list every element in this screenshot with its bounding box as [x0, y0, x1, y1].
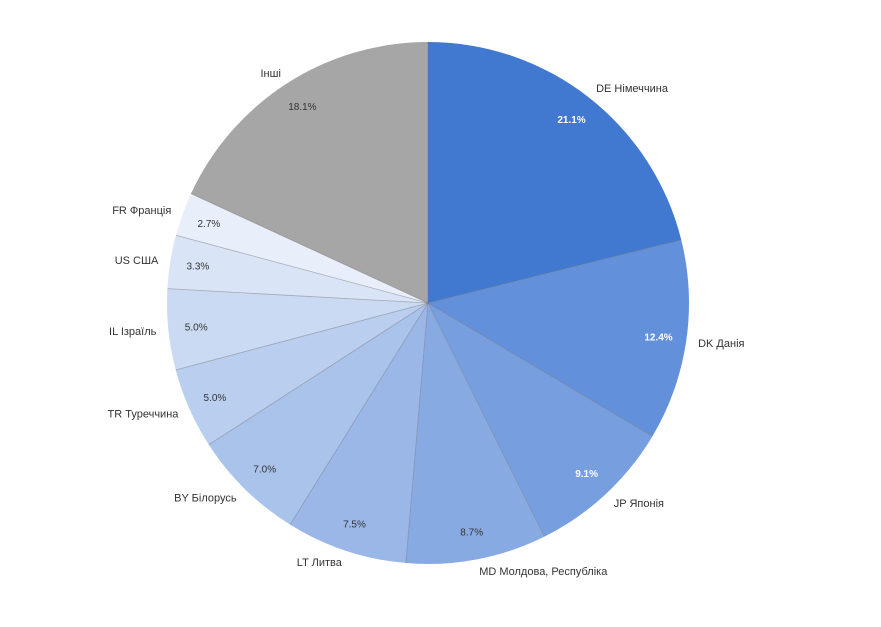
slice-category-label: FR Франція — [112, 205, 171, 217]
slice-separator — [175, 302, 429, 371]
slice-separators — [167, 42, 682, 564]
slice-separator — [427, 302, 545, 537]
slice-6[interactable] — [175, 303, 428, 445]
slice-2[interactable] — [428, 303, 653, 537]
slice-separator — [208, 302, 429, 446]
slice-percent-label: 3.3% — [187, 262, 210, 273]
slice-separator — [289, 302, 429, 525]
slice-category-label: TR Туреччина — [108, 409, 180, 421]
slice-separator — [175, 234, 429, 304]
slice-percent-label: 8.7% — [460, 527, 483, 538]
slice-category-label: JP Японія — [614, 498, 664, 510]
pie-slices — [167, 42, 690, 565]
slice-percent-label: 12.4% — [644, 333, 672, 344]
slice-percent-label: 9.1% — [575, 469, 598, 480]
slice-10[interactable] — [191, 42, 428, 303]
slice-0[interactable] — [428, 42, 682, 303]
slice-category-label: DE Німеччина — [596, 83, 669, 95]
slice-1[interactable] — [428, 240, 690, 437]
slice-percent-label: 7.5% — [343, 520, 366, 531]
slice-category-label: IL Ізраїль — [109, 326, 157, 338]
slice-separator — [427, 239, 682, 304]
slice-9[interactable] — [175, 193, 428, 303]
slice-separator — [427, 302, 653, 437]
slice-percent-label: 2.7% — [198, 219, 221, 230]
slice-separator — [167, 288, 429, 304]
slice-percent-label: 7.0% — [253, 465, 276, 476]
slice-category-label: US США — [115, 255, 159, 267]
slice-category-label: BY Білорусь — [174, 493, 237, 505]
slice-4[interactable] — [290, 303, 428, 564]
slice-category-label: LT Литва — [297, 557, 343, 569]
slice-category-label: Інші — [260, 68, 280, 80]
slice-8[interactable] — [167, 235, 428, 303]
slice-percent-label: 21.1% — [557, 115, 585, 126]
slice-5[interactable] — [208, 303, 428, 525]
slice-separator — [405, 302, 429, 564]
slice-percent-label: 5.0% — [185, 322, 208, 333]
slice-separator — [190, 193, 429, 304]
slice-category-label: MD Молдова, Республіка — [479, 566, 608, 578]
slice-percent-label: 5.0% — [204, 393, 227, 404]
slice-labels: 21.1% DE Німеччина 12.4% DK Данія 9.1% JP Япо… — [108, 68, 745, 578]
slice-percent-label: 18.1% — [288, 102, 316, 113]
slice-7[interactable] — [167, 288, 428, 370]
slice-3[interactable] — [405, 303, 545, 565]
slice-category-label: DK Данія — [698, 338, 744, 350]
